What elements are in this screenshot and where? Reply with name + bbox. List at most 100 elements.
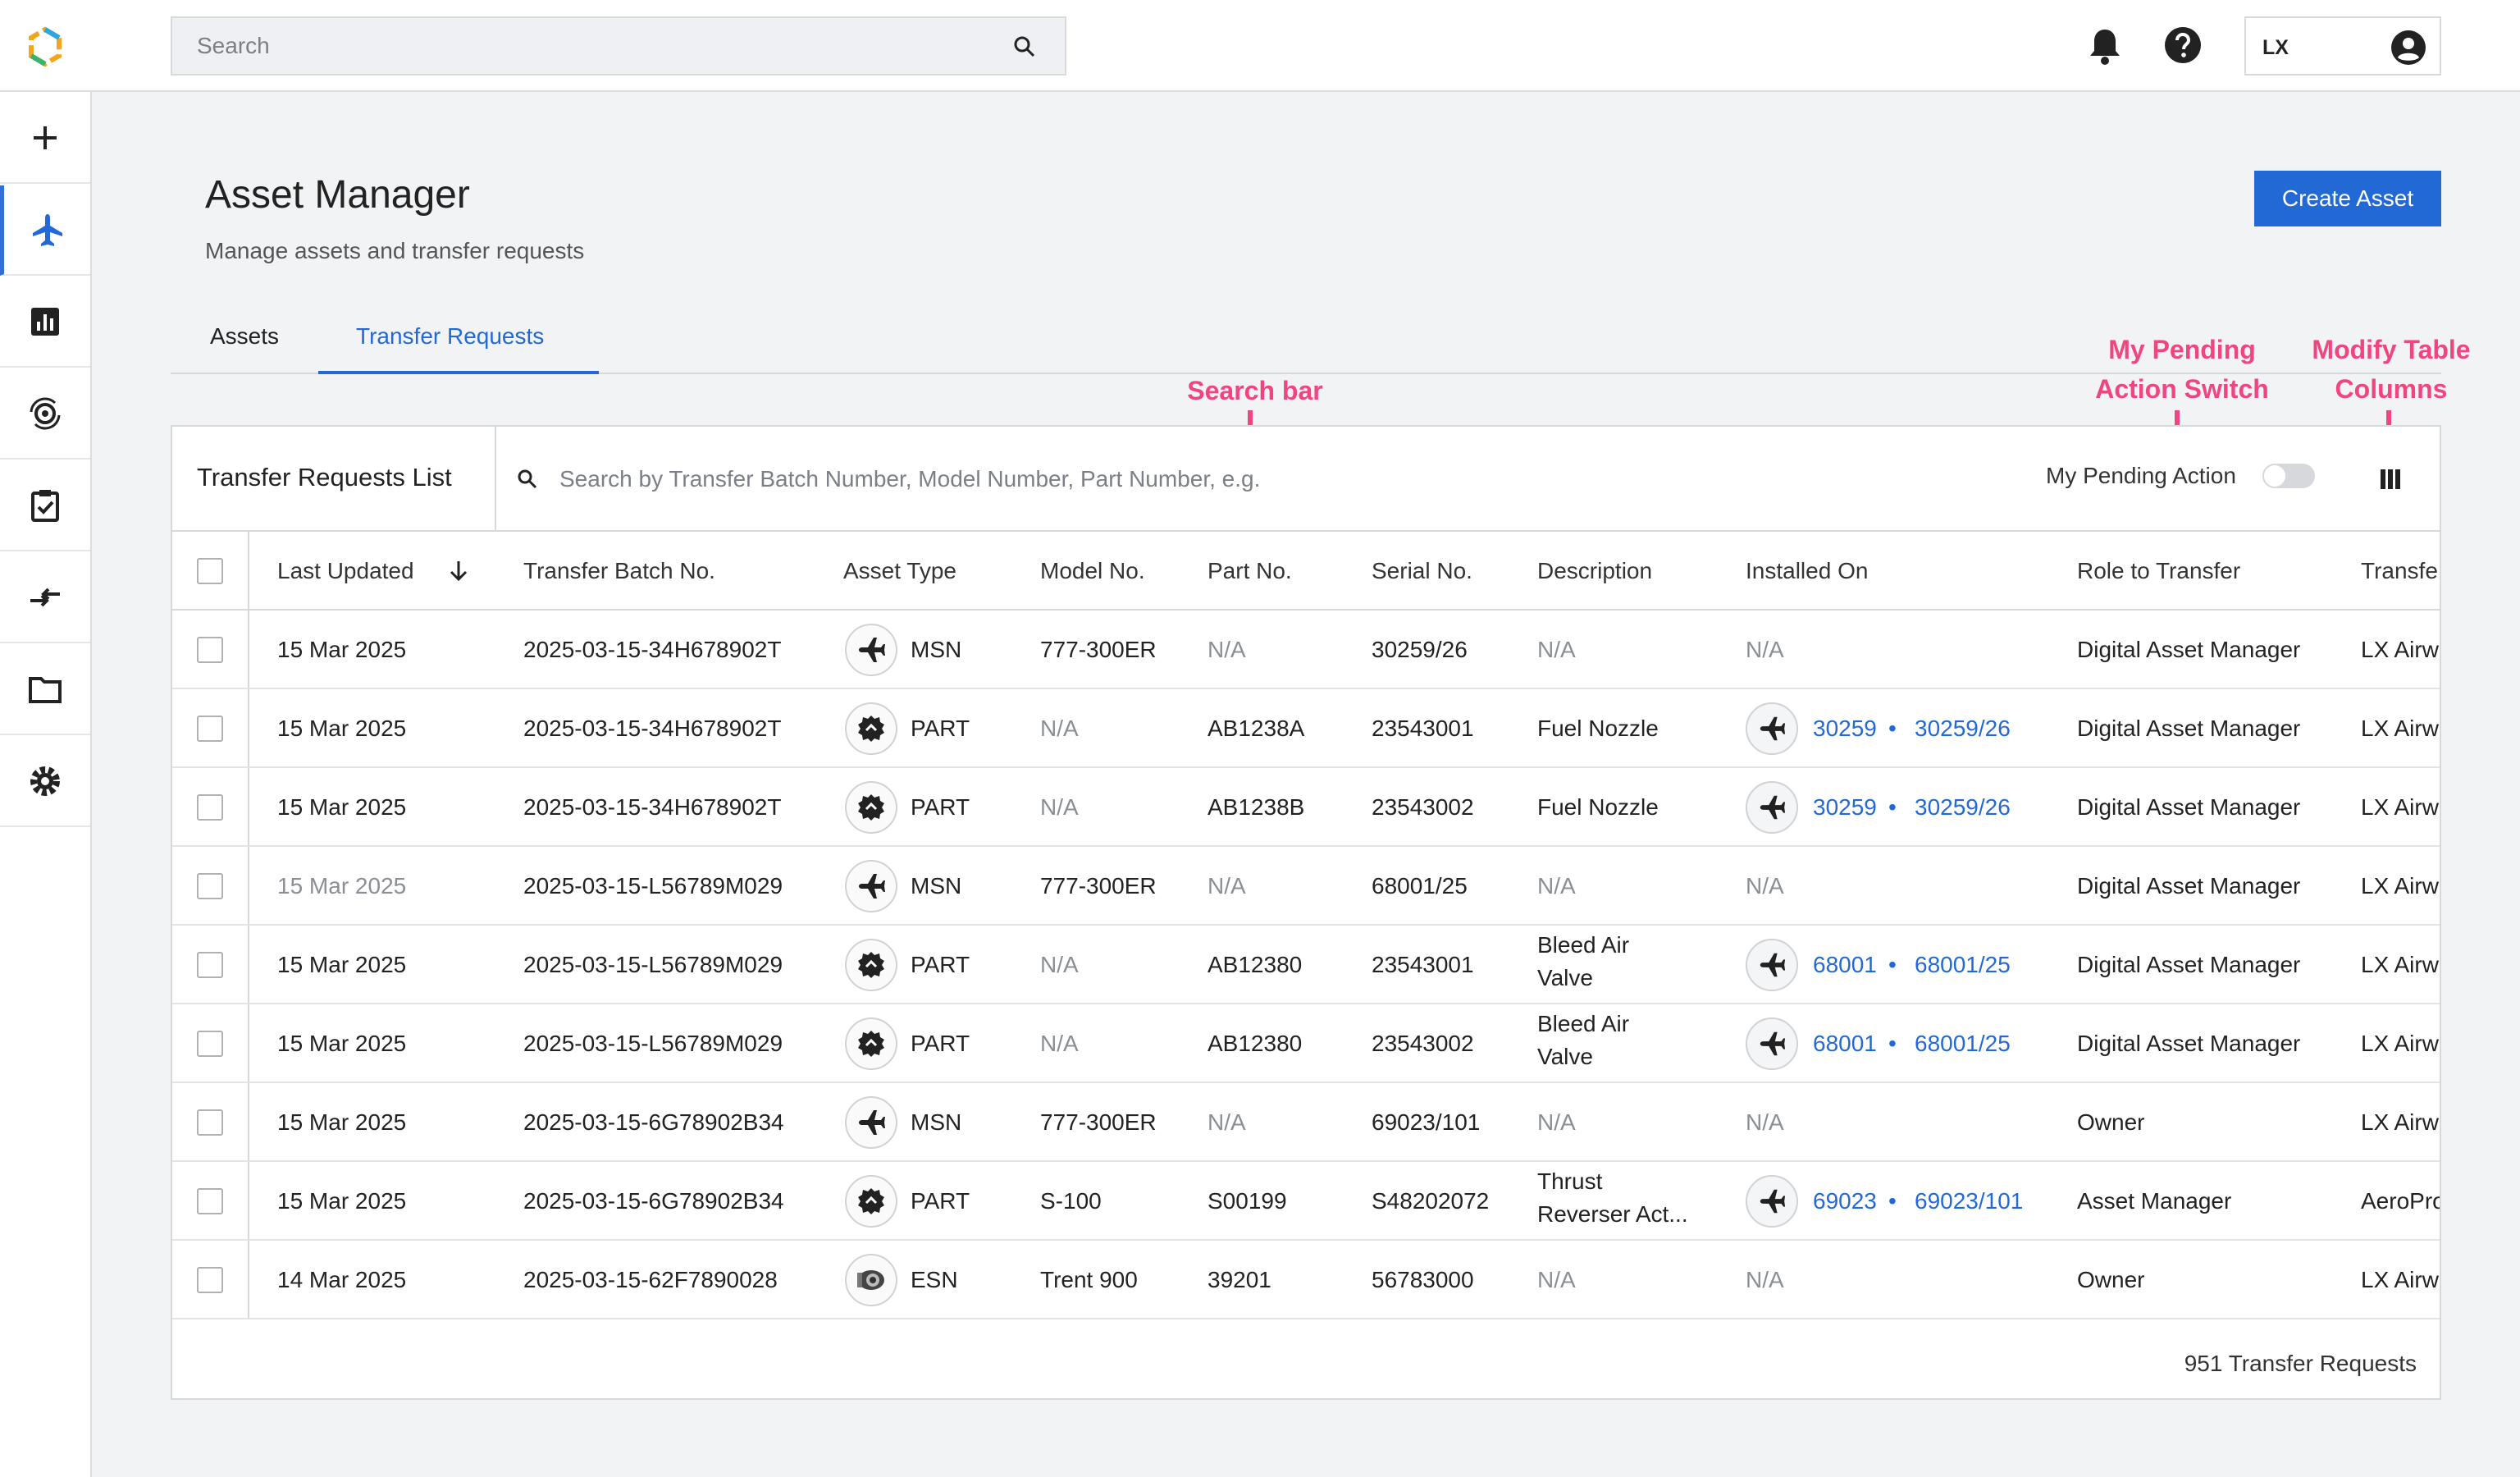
column-header-transfer-batch[interactable]: Transfer Batch No. (523, 558, 715, 583)
cell-installed-on: N/A (1746, 1109, 1784, 1135)
sort-descending-icon[interactable] (448, 560, 469, 583)
cell-transferee: LX Airw (2361, 637, 2439, 662)
nav-tasks[interactable] (0, 461, 90, 551)
cell-description: N/A (1537, 873, 1576, 899)
column-header-serial-no[interactable]: Serial No. (1372, 558, 1472, 583)
table-row[interactable]: 15 Mar 2025 2025-03-15-34H678902T MSN 777-3… (172, 610, 2440, 689)
cell-transferee: LX Airw (2361, 873, 2439, 899)
cell-serial-no: S48202072 (1372, 1188, 1490, 1214)
tab-assets[interactable]: Assets (210, 323, 280, 349)
table-row[interactable]: 15 Mar 2025 2025-03-15-6G78902B34 PART S-10… (172, 1162, 2440, 1241)
cell-description-line1: Bleed Air (1537, 1011, 1630, 1036)
column-header-transferee[interactable]: Transfe (2361, 558, 2438, 583)
cell-part-no: AB1238B (1208, 794, 1305, 820)
nav-documents[interactable] (0, 645, 90, 735)
column-header-part-no[interactable]: Part No. (1208, 558, 1292, 583)
row-checkbox[interactable] (197, 1188, 223, 1214)
cell-last-updated: 15 Mar 2025 (277, 637, 407, 662)
row-checkbox[interactable] (197, 1109, 223, 1136)
cell-serial-no: 56783000 (1372, 1267, 1474, 1292)
search-icon[interactable] (1012, 34, 1037, 59)
annotation-columns-line1: Modify Table (2312, 335, 2471, 364)
table-columns-icon[interactable] (2379, 468, 2402, 491)
cell-installed-on: N/A (1746, 1267, 1784, 1292)
row-checkbox[interactable] (197, 1031, 223, 1057)
annotation-pending-switch: My Pending Action Switch (2067, 330, 2297, 409)
plane-icon (845, 624, 897, 676)
column-header-description[interactable]: Description (1537, 558, 1653, 583)
cell-transferee: AeroPro (2361, 1188, 2440, 1214)
plane-icon (845, 1096, 897, 1149)
installed-on-serial-link[interactable]: 30259/26 (1915, 716, 2011, 741)
cell-serial-no: 23543002 (1372, 794, 1474, 820)
user-account-menu[interactable]: LX (2244, 16, 2441, 75)
cell-last-updated: 15 Mar 2025 (277, 952, 407, 977)
part-icon (845, 1017, 897, 1070)
table-search-input[interactable]: Search by Transfer Batch Number, Model N… (517, 463, 1879, 496)
cell-description: Fuel Nozzle (1537, 794, 1659, 820)
cell-model-no: Trent 900 (1040, 1267, 1138, 1292)
row-checkbox[interactable] (197, 637, 223, 663)
cell-installed-on: N/A (1746, 873, 1784, 899)
installed-on-serial-link[interactable]: 68001/25 (1915, 1031, 2011, 1056)
active-tab-indicator (318, 371, 599, 374)
tab-transfer-requests[interactable]: Transfer Requests (356, 323, 545, 349)
help-icon[interactable] (2164, 26, 2202, 64)
gear-icon (30, 766, 60, 796)
annotation-modify-columns: Modify Table Columns (2297, 330, 2486, 409)
nav-reports[interactable] (0, 277, 90, 368)
pending-toggle[interactable] (2262, 464, 2315, 488)
transfer-arrows-icon (30, 588, 60, 607)
global-search-input[interactable]: Search (171, 16, 1066, 75)
nav-settings[interactable] (0, 737, 90, 827)
column-header-installed-on[interactable]: Installed On (1746, 558, 1869, 583)
annotation-pending-tick (2175, 410, 2180, 428)
my-pending-action-switch[interactable]: My Pending Action (2046, 463, 2315, 489)
installed-on-msn-link[interactable]: 68001 (1813, 1031, 1877, 1056)
table-row[interactable]: 15 Mar 2025 2025-03-15-L56789M029 PART N/A A… (172, 926, 2440, 1004)
table-row[interactable]: 14 Mar 2025 2025-03-15-62F7890028 ESN Trent… (172, 1241, 2440, 1319)
installed-on-msn-link[interactable]: 30259 (1813, 794, 1877, 820)
installed-on-msn-link[interactable]: 68001 (1813, 952, 1877, 977)
row-checkbox[interactable] (197, 794, 223, 821)
select-all-checkbox[interactable] (197, 558, 223, 584)
cell-model-no: N/A (1040, 1031, 1079, 1056)
cell-transfer-batch: 2025-03-15-62F7890028 (523, 1267, 778, 1292)
airplane-icon (1746, 1175, 1798, 1228)
airplane-icon (32, 214, 62, 246)
installed-on-msn-link[interactable]: 30259 (1813, 716, 1877, 741)
nav-assets[interactable] (0, 185, 90, 276)
table-row[interactable]: 15 Mar 2025 2025-03-15-34H678902T PART N/A A… (172, 768, 2440, 847)
column-header-last-updated[interactable]: Last Updated (277, 558, 414, 583)
notifications-bell-icon[interactable] (2087, 26, 2123, 66)
column-header-asset-type[interactable]: Asset Type (843, 558, 957, 583)
nav-transfers[interactable] (0, 553, 90, 643)
row-checkbox[interactable] (197, 873, 223, 899)
create-asset-button[interactable]: Create Asset (2254, 171, 2441, 226)
cell-model-no: S-100 (1040, 1188, 1102, 1214)
installed-on-serial-link[interactable]: 30259/26 (1915, 794, 2011, 820)
installed-on-msn-link[interactable]: 69023 (1813, 1188, 1877, 1214)
app-logo-icon[interactable] (25, 26, 66, 67)
table-row[interactable]: 15 Mar 2025 2025-03-15-L56789M029 PART N/A A… (172, 1004, 2440, 1083)
nav-create[interactable] (0, 94, 90, 184)
table-row[interactable]: 15 Mar 2025 2025-03-15-L56789M029 MSN 777-3… (172, 847, 2440, 926)
cell-transfer-batch: 2025-03-15-L56789M029 (523, 1031, 783, 1056)
installed-on-serial-link[interactable]: 69023/101 (1915, 1188, 2024, 1214)
row-checkbox[interactable] (197, 716, 223, 742)
column-header-role-to-transfer[interactable]: Role to Transfer (2077, 558, 2241, 583)
cell-transferee: LX Airw (2361, 1031, 2439, 1056)
installed-on-separator: • (1888, 952, 1897, 977)
cell-last-updated: 15 Mar 2025 (277, 1031, 407, 1056)
row-checkbox[interactable] (197, 1267, 223, 1293)
transfer-requests-table: Last Updated Transfer Batch No. Asset Ty… (172, 532, 2440, 1319)
table-row[interactable]: 15 Mar 2025 2025-03-15-34H678902T PART N/A A… (172, 689, 2440, 768)
table-row[interactable]: 15 Mar 2025 2025-03-15-6G78902B34 MSN 777-3… (172, 1083, 2440, 1162)
cell-description-line2: Valve (1537, 1044, 1593, 1069)
cell-part-no: AB12380 (1208, 1031, 1303, 1056)
installed-on-serial-link[interactable]: 68001/25 (1915, 952, 2011, 977)
row-checkbox[interactable] (197, 952, 223, 978)
column-header-model-no[interactable]: Model No. (1040, 558, 1145, 583)
cell-asset-type: MSN (911, 1109, 962, 1135)
nav-maintenance[interactable] (0, 369, 90, 460)
